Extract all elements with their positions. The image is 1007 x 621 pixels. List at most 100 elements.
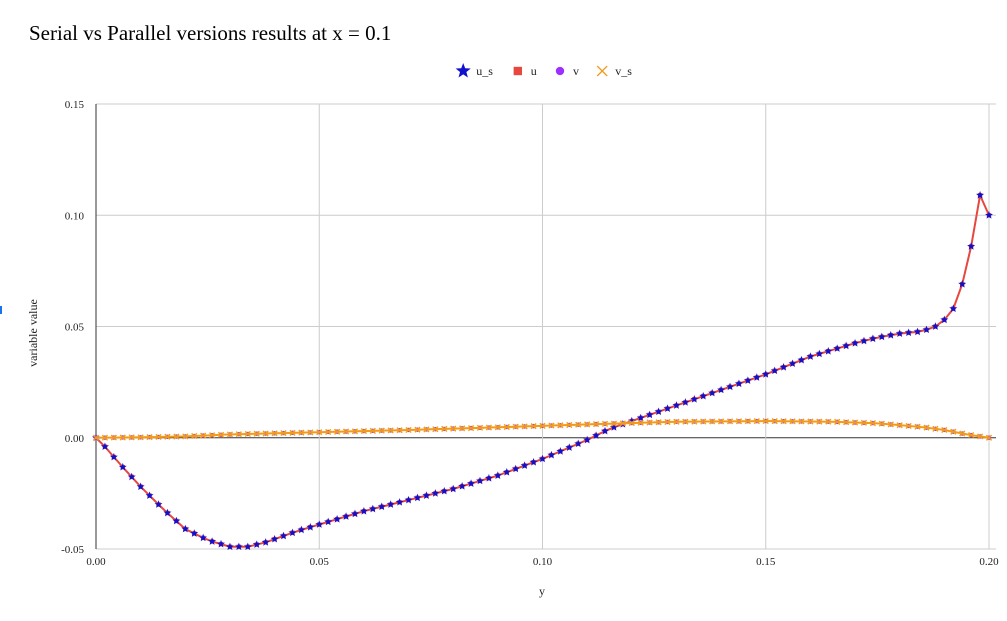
x-tick-label: 0.15 [756,556,776,568]
point-v_s [762,417,769,425]
point-v_s-stroke [628,419,635,427]
point-u_s [913,327,922,336]
point-v_s [825,418,832,425]
point-v_s [485,424,493,431]
point-v_s [200,432,207,439]
point-v_s [682,418,689,425]
point-v_s-stroke [539,422,546,429]
point-v_s-stroke [753,418,760,425]
point-v_s-stroke [503,423,510,431]
point-u_s [833,344,842,352]
point-v_s [976,433,984,440]
point-v_s [512,423,519,430]
point-v_s-stroke [887,421,894,428]
chart-title: Serial vs Parallel versions results at x… [29,21,391,45]
point-v_s-stroke [985,434,993,441]
point-v_s-stroke [610,420,618,427]
point-u_s [431,489,440,497]
point-v_s [610,420,618,427]
point-u_s [476,476,484,485]
point-v_s-stroke [682,418,689,425]
point-v_s [860,419,868,426]
point-v_s [664,418,671,426]
point-v_s-stroke [244,430,251,438]
point-v_s [539,422,546,429]
point-v_s-stroke [280,429,287,437]
point-v_s-stroke [834,418,841,425]
point-u_s [734,379,743,388]
point-v_s [182,433,189,440]
point-u_s [136,482,145,491]
legend-swatch-u [513,66,522,76]
point-v_s [566,421,573,429]
point-u_s [717,385,726,394]
point-v_s-stroke [396,427,403,434]
point-v_s-stroke [816,418,823,425]
point-u_s [467,479,476,487]
point-v_s-stroke [664,418,671,426]
point-u_s [333,514,342,523]
point-v_s [601,420,609,427]
point-v_s [191,432,198,440]
point-u_s [627,416,636,425]
point-v_s-stroke [825,418,832,425]
point-v_s-stroke [200,432,207,439]
point-v_s [226,431,234,438]
point-v_s-stroke [217,431,225,438]
point-v_s-stroke [423,426,430,433]
point-v_s-stroke [92,434,100,441]
point-v_s-stroke [146,434,153,441]
point-v_s [557,422,564,429]
point-v_s [646,419,653,426]
point-v_s-stroke [521,423,528,430]
legend-swatch-u_s [455,63,471,78]
point-v_s [459,425,466,432]
point-v_s-stroke [807,418,814,425]
point-v_s-stroke [869,420,877,427]
point-v_s-stroke [735,418,743,425]
point-v_s [414,426,421,433]
point-v_s [753,418,760,425]
point-v_s [432,426,439,433]
point-v_s-stroke [637,419,644,426]
legend-label-u: u [531,64,537,78]
point-v_s-stroke [476,424,484,431]
point-u_s [672,401,681,409]
axes: -0.050.000.050.100.150.00 0.05 0.10 0.15 0.2… [61,99,999,568]
point-v_s [128,434,135,441]
point-u_s [574,439,583,448]
point-v_s-stroke [923,424,930,431]
series-layer [92,191,993,551]
point-v_s-stroke [843,419,850,426]
point-v_s-stroke [548,422,555,429]
point-v_s [110,434,117,441]
point-v_s [941,426,948,434]
point-v_s-stroke [655,419,662,426]
point-u_s [851,338,860,347]
point-u_s [788,359,797,368]
point-v_s [700,418,707,425]
point-v_s-stroke [968,431,975,439]
point-u_s [404,495,413,504]
point-v_s-stroke [691,418,698,425]
point-v_s [905,422,912,430]
legend-item-v_s: v_s [596,64,632,78]
point-u_s [743,376,752,384]
y-axis-title: variable value [26,299,40,367]
point-u_s [261,538,270,546]
point-v_s-stroke [726,418,734,425]
point-v_s-stroke [173,433,180,440]
point-v_s [307,429,314,436]
point-u_s [556,447,565,455]
point-u_s [342,512,351,520]
point-u_s [985,211,993,219]
point-u_s [145,491,154,499]
point-v_s-stroke [459,425,466,432]
point-u_s [225,542,234,551]
point-v_s-stroke [575,421,582,428]
point-v_s-stroke [119,434,126,441]
point-v_s-stroke [959,430,966,437]
point-v_s-stroke [512,423,519,430]
point-u_s [109,452,118,461]
point-v_s [655,419,662,426]
